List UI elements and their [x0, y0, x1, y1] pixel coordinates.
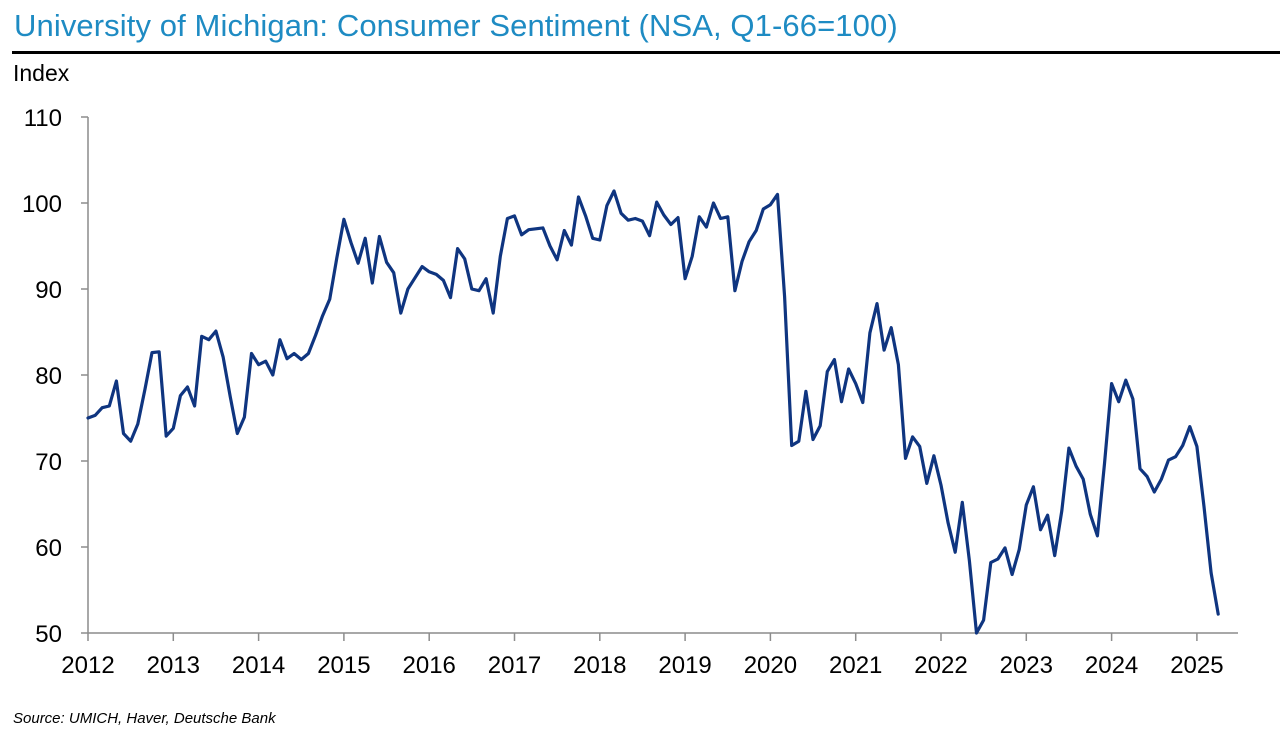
title-divider — [12, 51, 1280, 54]
y-axis-unit-label: Index — [13, 60, 70, 86]
x-tick-label: 2025 — [1170, 652, 1223, 679]
x-tick-label: 2016 — [403, 652, 456, 679]
x-tick-label: 2023 — [1000, 652, 1053, 679]
x-tick-label: 2022 — [914, 652, 967, 679]
chart-title: University of Michigan: Consumer Sentime… — [14, 8, 898, 43]
y-tick-label: 110 — [24, 105, 62, 132]
x-tick-label: 2019 — [658, 652, 711, 679]
x-tick-label: 2021 — [829, 652, 882, 679]
x-tick-label: 2024 — [1085, 652, 1138, 679]
y-tick-label: 90 — [35, 277, 62, 304]
axes: 110 100 90 80 70 60 50 2012 2013 2014 2015 2016 2017… — [22, 105, 1238, 679]
x-tick-label: 2015 — [317, 652, 370, 679]
y-tick-label: 50 — [35, 621, 62, 648]
x-tick-label: 2012 — [61, 652, 114, 679]
source-note: Source: UMICH, Haver, Deutsche Bank — [13, 710, 276, 727]
x-tick-label: 2017 — [488, 652, 541, 679]
y-tick-label: 80 — [35, 363, 62, 390]
series-layer — [86, 189, 1220, 635]
series-line-consumer-sentiment — [86, 189, 1220, 635]
y-tick-label: 100 — [22, 191, 62, 218]
x-tick-label: 2014 — [232, 652, 285, 679]
x-tick-label: 2018 — [573, 652, 626, 679]
y-tick-label: 60 — [35, 535, 62, 562]
y-tick-label: 70 — [35, 449, 62, 476]
x-tick-label: 2013 — [147, 652, 200, 679]
x-tick-label: 2020 — [744, 652, 797, 679]
